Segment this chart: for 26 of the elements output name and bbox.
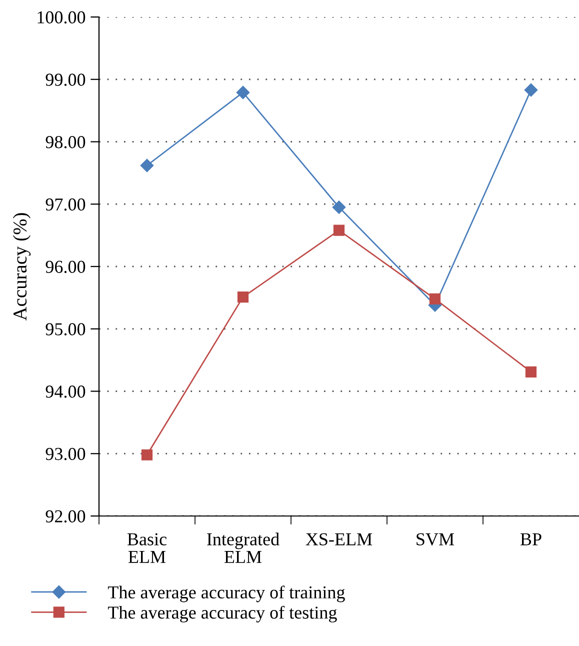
y-tick-label: 92.00	[46, 510, 86, 523]
point	[429, 293, 441, 304]
y-tick-label: 97.00	[46, 198, 86, 211]
y-tick-label: 95.00	[46, 323, 86, 336]
legend-label: The average accuracy of testing	[108, 606, 337, 622]
x-tick-label: Integrated ELM	[207, 532, 280, 563]
point	[140, 158, 154, 172]
point	[141, 449, 153, 460]
point	[525, 366, 537, 378]
point	[332, 200, 346, 214]
point	[237, 292, 249, 303]
point	[524, 83, 538, 97]
point	[333, 224, 345, 236]
x-tick-label: SVM	[416, 533, 454, 546]
x-tick-label: BP	[520, 533, 542, 546]
legend-label: The average accuracy of training	[108, 586, 345, 602]
x-tick-label: XS-ELM	[306, 533, 372, 546]
y-tick-label: 93.00	[46, 448, 86, 460]
y-axis-title: Accuracy (%)	[12, 213, 31, 321]
y-tick-label: 98.00	[46, 136, 86, 148]
point	[236, 86, 250, 100]
y-tick-label: 99.00	[46, 74, 86, 86]
y-tick-label: 94.00	[46, 386, 86, 398]
y-tick-label: 96.00	[46, 260, 86, 274]
x-tick-label: Basic ELM	[127, 533, 166, 563]
y-tick-label: 100.00	[38, 11, 86, 24]
